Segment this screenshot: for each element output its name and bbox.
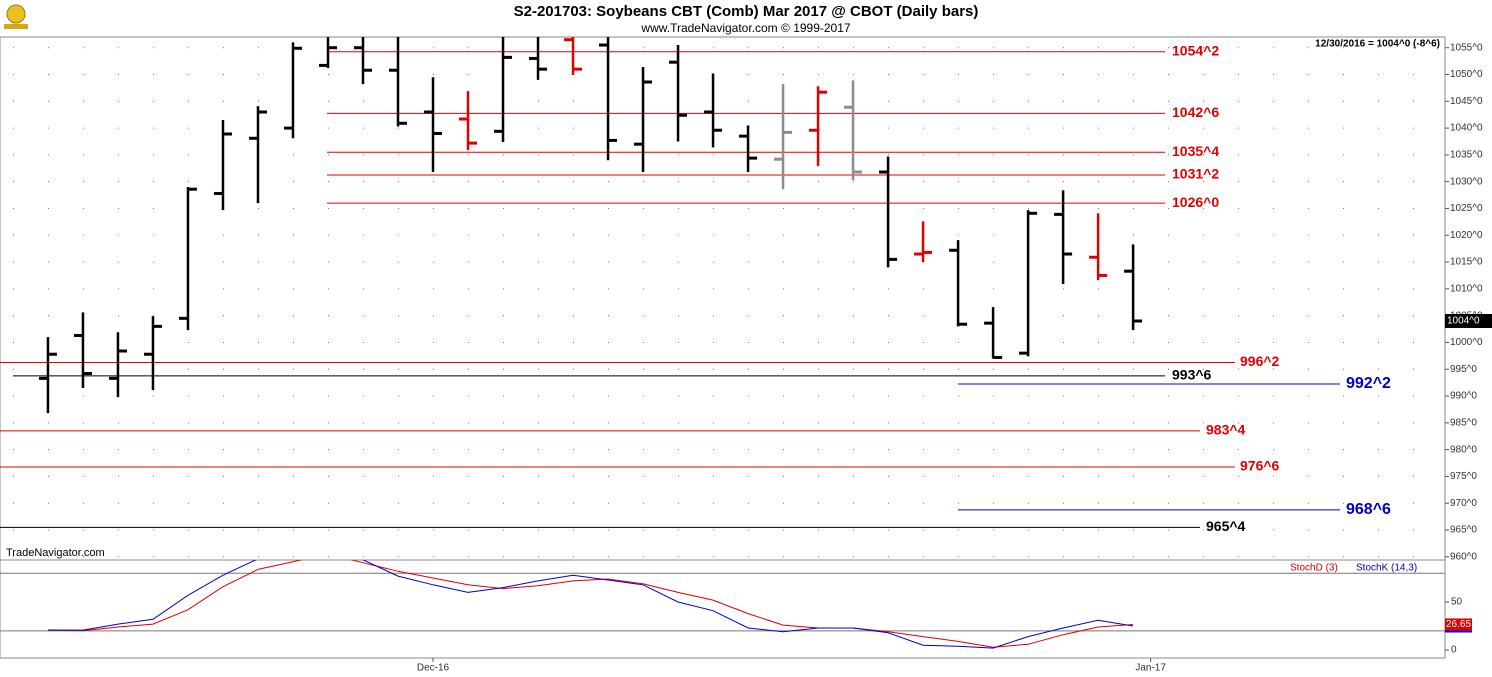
level-label: 983^4 [1206,422,1246,438]
last-price-label: 1004^0 [1447,316,1480,327]
chart-subtitle: www.TradeNavigator.com © 1999-2017 [640,21,850,35]
y-tick-label: 1010^0 [1450,283,1483,294]
level-label: 976^6 [1240,458,1280,474]
logo [4,4,28,29]
level-label: 1035^4 [1172,143,1219,159]
y-tick-label: 980^0 [1450,444,1477,455]
level-label: 1054^2 [1172,42,1219,58]
y-tick-label: 1040^0 [1450,123,1483,134]
x-tick-label: Jan-17 [1135,663,1166,674]
level-label: 1026^0 [1172,194,1219,210]
source: TradeNavigator.com [6,547,105,559]
y-tick-label: 960^0 [1450,551,1477,562]
legend-entry: StochD (3) [1290,563,1338,574]
level-label: 996^2 [1240,353,1280,369]
y-tick-label: 0 [1451,645,1457,656]
labels: 1055^0 1050^0 1045^0 1040^0 1035^0 1030^0 1025… [417,42,1492,674]
stoch-line [48,560,1134,649]
annotation: 12/30/2016 = 1004^0 (-8^6) [1315,39,1440,50]
price-panel [0,37,1445,558]
stoch-panel [0,560,1445,649]
level-label: 1031^2 [1172,166,1219,182]
y-tick-label: 985^0 [1450,417,1477,428]
stoch-line [47,560,1134,648]
level-label: 1042^6 [1172,104,1219,120]
y-tick-label: 1000^0 [1450,337,1483,348]
chart-title: S2-201703: Soybeans CBT (Comb) Mar 2017 … [514,3,979,20]
level-label: 992^2 [1346,375,1391,392]
y-tick-label: 1025^0 [1450,203,1483,214]
legend-entry: StochK (14,3) [1356,563,1417,574]
y-tick-label: 1035^0 [1450,150,1483,161]
level-label: 965^4 [1206,518,1246,534]
level-label: 993^6 [1172,367,1212,383]
x-tick-label: Dec-16 [417,663,450,674]
y-tick-label: 990^0 [1450,391,1477,402]
plot-frame [0,36,1446,659]
y-tick-label: 1050^0 [1450,69,1483,80]
y-tick-label: 1030^0 [1450,176,1483,187]
y-tick-label: 970^0 [1450,498,1477,509]
y-tick-label: 1055^0 [1450,42,1483,53]
last-value-label: 26.65 [1446,619,1471,630]
y-tick-label: 1015^0 [1450,257,1483,268]
y-tick-label: 50 [1451,597,1463,608]
y-tick-label: 975^0 [1450,471,1477,482]
y-tick-label: 965^0 [1450,525,1477,536]
y-tick-label: 1020^0 [1450,230,1483,241]
y-tick-label: 995^0 [1450,364,1477,375]
level-label: 968^6 [1346,501,1391,518]
last-price-box [1445,314,1492,329]
last-value-box [1445,618,1472,631]
y-tick-label: 1045^0 [1450,96,1483,107]
